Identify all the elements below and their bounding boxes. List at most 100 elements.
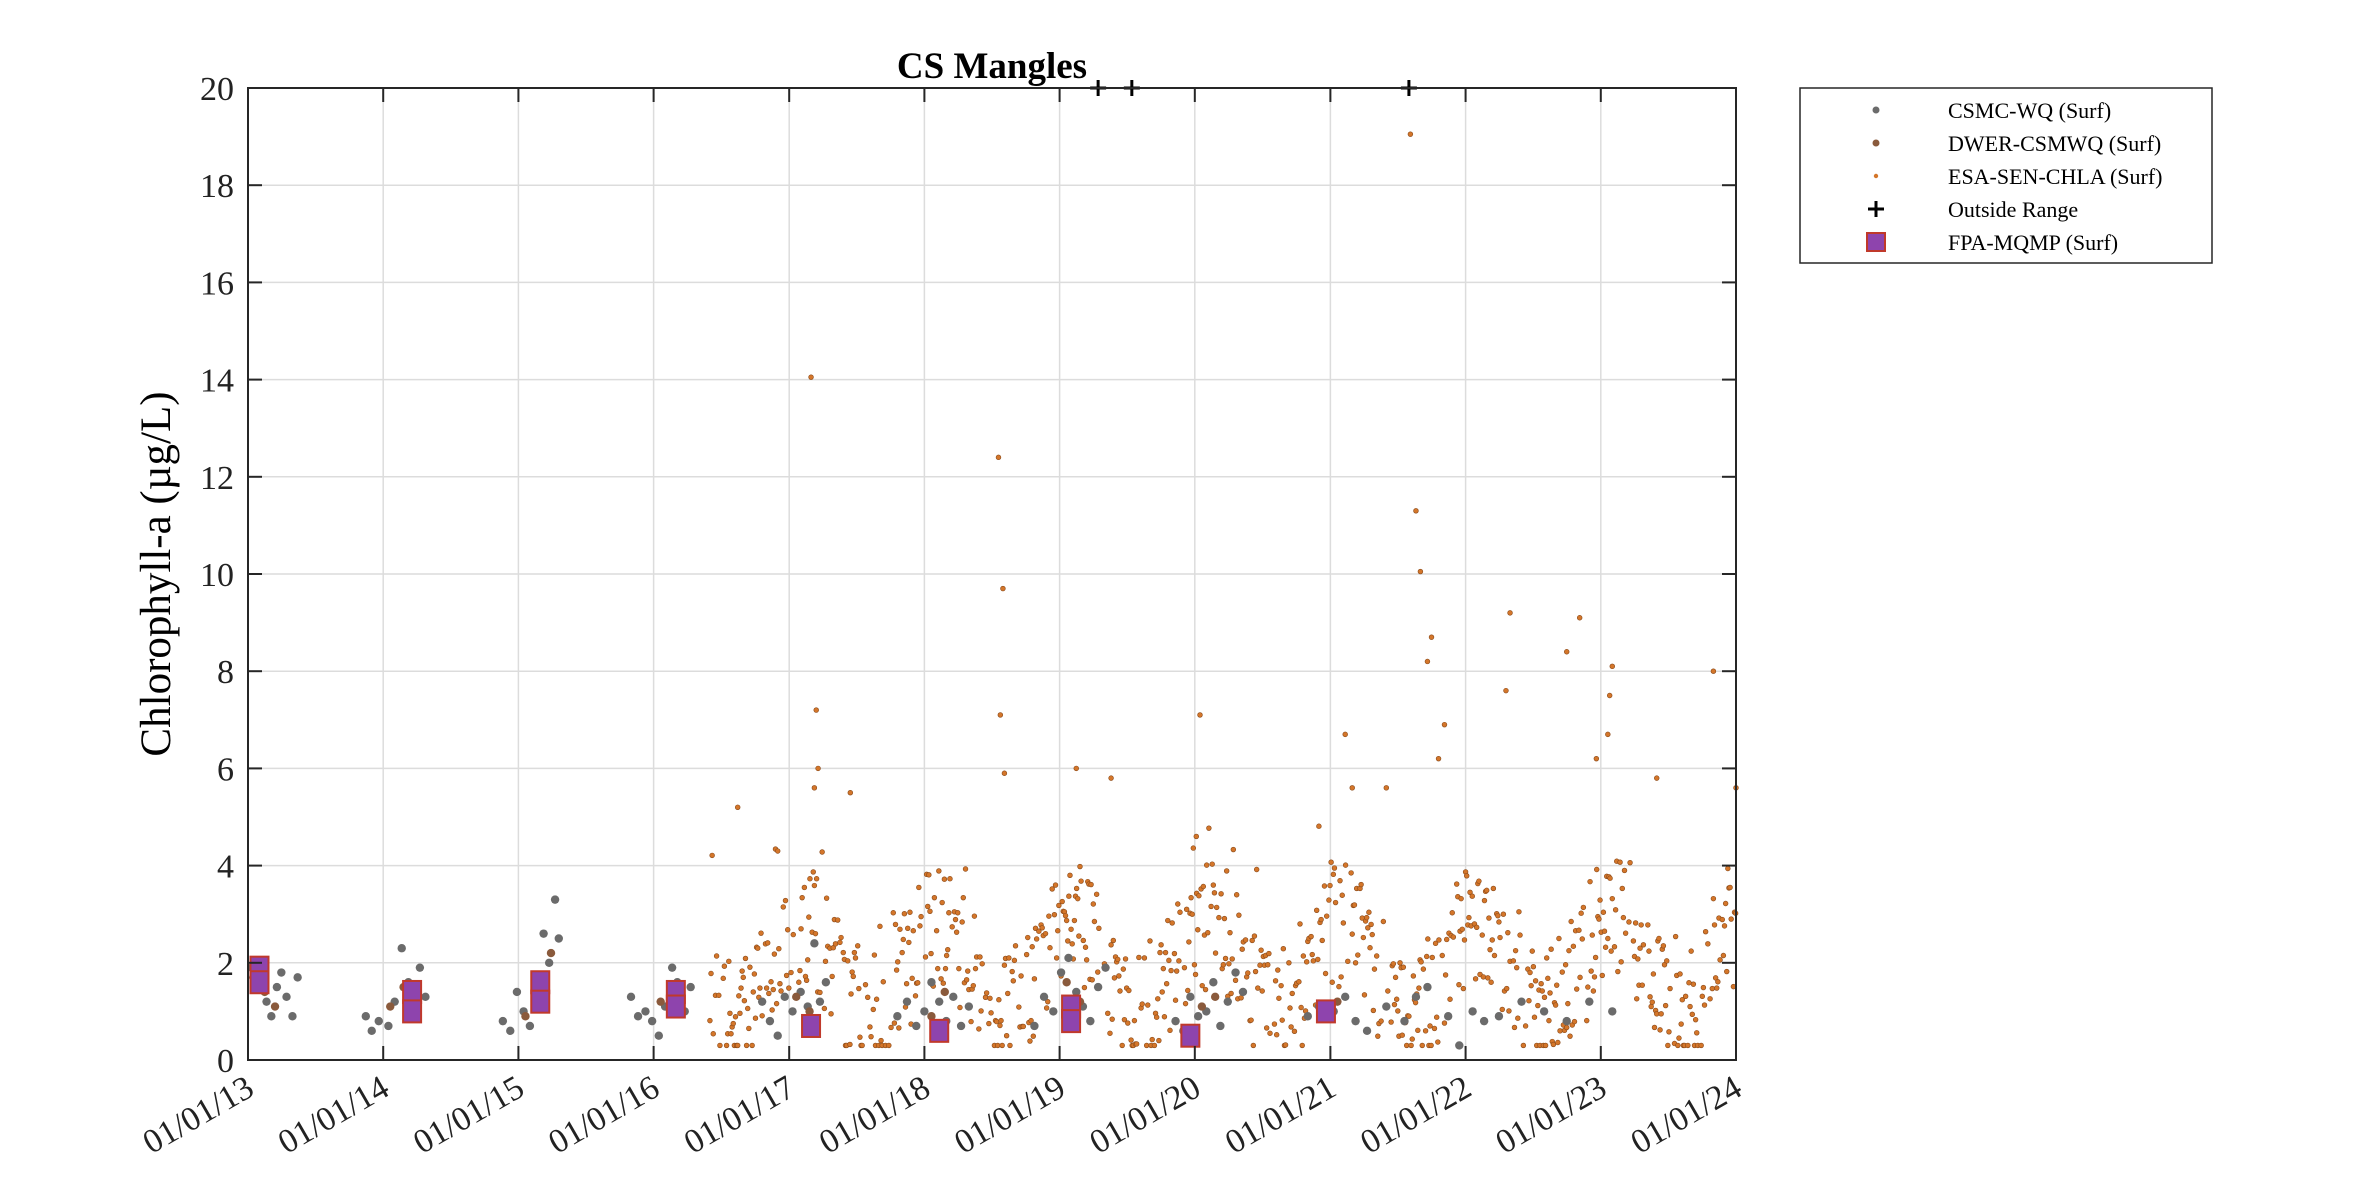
esa-sen-chla-surf-point xyxy=(859,1042,865,1049)
esa-sen-chla-surf-point xyxy=(1155,996,1161,1002)
esa-sen-chla-surf-point xyxy=(815,765,821,772)
esa-sen-chla-surf-point xyxy=(1348,870,1354,876)
esa-sen-chla-surf-point xyxy=(1202,986,1209,993)
esa-sen-chla-surf-point xyxy=(927,908,933,914)
esa-sen-chla-surf-point xyxy=(1672,933,1679,940)
dwer-csmwq-surf-point xyxy=(386,1002,395,1011)
csmc-wq-surf-point xyxy=(421,992,430,1002)
csmc-wq-surf-point xyxy=(506,1026,515,1036)
esa-sen-chla-surf-point xyxy=(931,894,938,901)
esa-sen-chla-surf-point xyxy=(1565,1000,1571,1007)
csmc-wq-surf-point xyxy=(1468,1007,1477,1016)
esa-sen-chla-surf-point xyxy=(1472,976,1479,982)
esa-sen-chla-surf-point xyxy=(1351,902,1358,908)
esa-sen-chla-surf-point xyxy=(751,971,758,977)
esa-sen-chla-surf-point xyxy=(915,980,921,986)
fpa-mqmp-surf-point xyxy=(665,994,686,1019)
y-tick-label: 20 xyxy=(200,71,234,108)
esa-sen-chla-surf-point xyxy=(947,876,953,882)
esa-sen-chla-surf-point xyxy=(1192,971,1199,978)
esa-sen-chla-surf-point xyxy=(1380,918,1387,925)
esa-sen-chla-surf-point xyxy=(1188,894,1194,901)
esa-sen-chla-surf-point xyxy=(829,973,835,980)
esa-sen-chla-surf-point xyxy=(1588,968,1594,974)
esa-sen-chla-surf-point xyxy=(852,955,859,961)
csmc-wq-surf-point xyxy=(1303,1012,1312,1021)
fpa-mqmp-surf-point xyxy=(801,1013,822,1038)
esa-sen-chla-surf-point xyxy=(1626,919,1632,925)
esa-sen-chla-surf-point xyxy=(788,969,794,976)
esa-sen-chla-surf-point xyxy=(1570,943,1577,949)
y-tick-label: 6 xyxy=(217,751,234,788)
esa-sen-chla-surf-point xyxy=(1073,885,1080,892)
esa-sen-chla-surf-point xyxy=(1213,904,1220,911)
esa-sen-chla-surf-point xyxy=(1479,932,1485,938)
esa-sen-chla-surf-point xyxy=(1339,892,1345,898)
esa-sen-chla-surf-point xyxy=(1391,1001,1398,1008)
esa-sen-chla-surf-point xyxy=(1594,866,1600,873)
esa-sen-chla-surf-point xyxy=(1435,755,1442,762)
esa-sen-chla-surf-point xyxy=(1419,1042,1425,1049)
esa-sen-chla-surf-point xyxy=(1547,990,1553,996)
esa-sen-chla-surf-point xyxy=(960,894,966,901)
esa-sen-chla-surf-point xyxy=(805,957,811,963)
esa-sen-chla-surf-point xyxy=(1510,958,1517,964)
legend-label-csmc-wq: CSMC-WQ (Surf) xyxy=(1948,98,2111,123)
esa-sen-chla-surf-point xyxy=(1232,977,1239,983)
esa-sen-chla-surf-point xyxy=(828,1011,834,1017)
esa-sen-chla-surf-point xyxy=(1009,968,1015,975)
esa-sen-chla-surf-point xyxy=(1181,964,1188,971)
esa-sen-chla-surf-point xyxy=(1233,892,1240,898)
esa-sen-chla-surf-point xyxy=(1400,964,1407,970)
csmc-wq-surf-point xyxy=(964,1002,974,1011)
esa-sen-chla-surf-point xyxy=(1535,1002,1541,1009)
esa-sen-chla-surf-point xyxy=(1576,615,1583,621)
esa-sen-chla-surf-point xyxy=(1375,1033,1381,1039)
esa-sen-chla-surf-point xyxy=(1313,907,1320,914)
esa-sen-chla-surf-point xyxy=(1710,895,1717,902)
esa-sen-chla-surf-point xyxy=(1286,960,1292,966)
csmc-wq-surf-point xyxy=(1443,1012,1453,1021)
esa-sen-chla-surf-point xyxy=(891,1020,898,1026)
esa-sen-chla-surf-point xyxy=(1367,945,1373,951)
esa-sen-chla-surf-point xyxy=(1016,1004,1022,1010)
csmc-wq-surf-point xyxy=(935,997,944,1006)
esa-sen-chla-surf-point xyxy=(769,1007,775,1013)
fpa-mqmp-surf-point xyxy=(1061,1009,1082,1034)
esa-sen-chla-surf-point xyxy=(1023,951,1030,958)
esa-sen-chla-surf-point xyxy=(957,1004,963,1011)
esa-sen-chla-surf-point xyxy=(1069,941,1075,947)
esa-sen-chla-surf-point xyxy=(1242,937,1249,943)
esa-sen-chla-surf-point xyxy=(750,989,756,995)
esa-sen-chla-surf-point xyxy=(768,979,774,985)
esa-sen-chla-surf-point xyxy=(1620,914,1627,921)
esa-sen-chla-surf-point xyxy=(1630,938,1637,944)
esa-sen-chla-surf-point xyxy=(785,927,791,933)
esa-sen-chla-surf-point xyxy=(713,953,720,959)
esa-sen-chla-surf-point xyxy=(782,897,789,904)
esa-sen-chla-surf-point xyxy=(1488,979,1494,985)
esa-sen-chla-surf-point xyxy=(1221,915,1228,922)
esa-sen-chla-surf-point xyxy=(1597,897,1603,903)
esa-sen-chla-surf-point xyxy=(1679,997,1685,1003)
esa-sen-chla-surf-point xyxy=(1310,958,1317,964)
esa-sen-chla-surf-point xyxy=(1515,1015,1521,1021)
esa-sen-chla-surf-point xyxy=(1000,585,1006,592)
esa-sen-chla-surf-point xyxy=(765,940,771,946)
esa-sen-chla-surf-point xyxy=(1273,1032,1280,1038)
esa-sen-chla-surf-point xyxy=(1028,1017,1034,1024)
esa-sen-chla-surf-point xyxy=(1117,988,1123,994)
esa-sen-chla-surf-point xyxy=(999,1042,1005,1049)
esa-sen-chla-surf-point xyxy=(1105,1010,1111,1017)
esa-sen-chla-surf-point xyxy=(856,985,862,992)
esa-sen-chla-surf-point xyxy=(1694,1030,1700,1036)
esa-sen-chla-surf-point xyxy=(892,921,899,928)
esa-sen-chla-surf-point xyxy=(897,926,903,932)
esa-sen-chla-surf-point xyxy=(1497,934,1503,941)
esa-sen-chla-surf-point xyxy=(935,965,941,972)
esa-sen-chla-surf-point xyxy=(1601,928,1608,934)
esa-sen-chla-surf-point xyxy=(1275,967,1281,973)
legend-marker-outside-range xyxy=(1868,201,1884,217)
esa-sen-chla-surf-point xyxy=(1265,962,1271,968)
esa-sen-chla-surf-point xyxy=(1406,1013,1412,1019)
